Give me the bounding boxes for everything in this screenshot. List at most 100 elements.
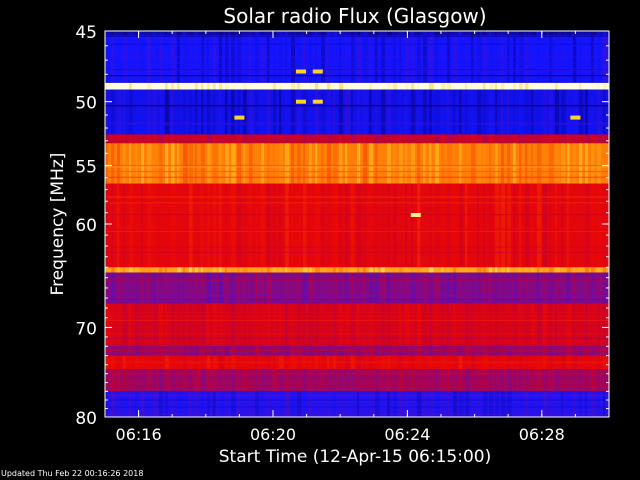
- band-0-texture: [141, 31, 144, 37]
- band-6-texture: [489, 183, 492, 268]
- band-3-texture: [333, 89, 335, 135]
- band-13-texture: [141, 391, 145, 417]
- band-7-texture: [579, 267, 584, 273]
- band-2-texture: [573, 82, 578, 90]
- band-9-texture: [177, 303, 181, 347]
- band-12-texture: [465, 369, 470, 392]
- band-5-texture: [447, 143, 452, 184]
- band-7-texture: [183, 267, 185, 273]
- band-2-texture: [411, 82, 415, 90]
- band-12-texture: [603, 369, 607, 392]
- band-13-texture: [291, 391, 296, 417]
- band-3-texture: [123, 89, 126, 135]
- band-6-texture: [417, 183, 421, 268]
- band-1-texture: [435, 36, 438, 83]
- band-4-texture: [177, 134, 180, 144]
- band-4-texture: [183, 134, 186, 144]
- band-2-texture: [363, 82, 366, 90]
- band-4-texture: [333, 134, 338, 144]
- band-1-texture: [189, 36, 192, 83]
- band-13-texture: [183, 391, 187, 417]
- band-4-texture: [351, 134, 356, 144]
- band-8-texture: [183, 272, 185, 304]
- band-9-texture: [315, 303, 320, 347]
- band-8-texture: [363, 272, 366, 304]
- band-6-texture: [519, 183, 522, 268]
- band-13-texture: [309, 391, 312, 417]
- band-8-texture: [459, 272, 461, 304]
- band-4-texture: [411, 134, 414, 144]
- band-7-texture: [453, 267, 457, 273]
- band-6-texture: [537, 183, 542, 268]
- band-12-texture: [333, 369, 337, 392]
- band-13-texture: [471, 391, 474, 417]
- band-12-texture: [159, 369, 164, 392]
- band-8-texture: [171, 272, 175, 304]
- band-2-texture: [279, 82, 282, 90]
- band-13-texture: [489, 391, 493, 417]
- band-13-texture: [573, 391, 576, 417]
- spectral-streak: [105, 357, 609, 359]
- band-1-texture: [165, 36, 169, 83]
- band-13-texture: [417, 391, 422, 417]
- band-0-texture: [279, 31, 283, 37]
- band-2-texture: [597, 82, 600, 90]
- band-8-texture: [591, 272, 595, 304]
- band-13-texture: [249, 391, 254, 417]
- band-12-texture: [357, 369, 362, 392]
- band-13-texture: [267, 391, 271, 417]
- band-1-texture: [351, 36, 355, 83]
- band-0-texture: [297, 31, 302, 37]
- band-2-texture: [381, 82, 385, 90]
- band-3-texture: [357, 89, 360, 135]
- band-5-texture: [189, 143, 194, 184]
- band-9-texture: [219, 303, 224, 347]
- spectral-streak: [105, 337, 609, 339]
- band-8-texture: [177, 272, 181, 304]
- band-2-texture: [543, 82, 547, 90]
- spectral-streak: [105, 43, 609, 45]
- band-3-texture: [165, 89, 170, 135]
- band-5-texture: [495, 143, 498, 184]
- band-2-texture: [117, 82, 122, 90]
- band-4-texture: [429, 134, 434, 144]
- spectral-streak: [105, 200, 609, 202]
- band-7-texture: [303, 267, 308, 273]
- band-2-texture: [249, 82, 252, 90]
- band-7-texture: [243, 267, 248, 273]
- band-12-texture: [249, 369, 253, 392]
- band-13-texture: [363, 391, 367, 417]
- band-6-texture: [555, 183, 557, 268]
- band-3-texture: [573, 89, 578, 135]
- band-8-texture: [159, 272, 162, 304]
- band-3-texture: [495, 89, 498, 135]
- spectral-streak: [105, 377, 609, 379]
- band-3-texture: [447, 89, 450, 135]
- band-12-texture: [279, 369, 283, 392]
- band-5-texture: [309, 143, 312, 184]
- band-4-texture: [357, 134, 361, 144]
- band-5-texture: [441, 143, 445, 184]
- band-12-texture: [135, 369, 140, 392]
- band-4-texture: [567, 134, 569, 144]
- band-3-texture: [237, 89, 241, 135]
- band-4-texture: [375, 134, 380, 144]
- y-tick-label: 60: [75, 216, 97, 236]
- band-3-texture: [489, 89, 494, 135]
- band-12-texture: [231, 369, 235, 392]
- band-5-texture: [153, 143, 158, 184]
- band-7-texture: [375, 267, 378, 273]
- band-0-texture: [111, 31, 114, 37]
- band-0-texture: [399, 31, 403, 37]
- band-6-texture: [165, 183, 168, 268]
- band-3-texture: [189, 89, 192, 135]
- band-6-texture: [597, 183, 600, 268]
- spectral-streak: [105, 122, 609, 124]
- band-2-texture: [303, 82, 305, 90]
- band-6-texture: [123, 183, 126, 268]
- band-2-texture: [171, 82, 174, 90]
- band-1-texture: [375, 36, 378, 83]
- band-13-texture: [483, 391, 488, 417]
- band-12-texture: [201, 369, 205, 392]
- band-3-texture: [603, 89, 606, 135]
